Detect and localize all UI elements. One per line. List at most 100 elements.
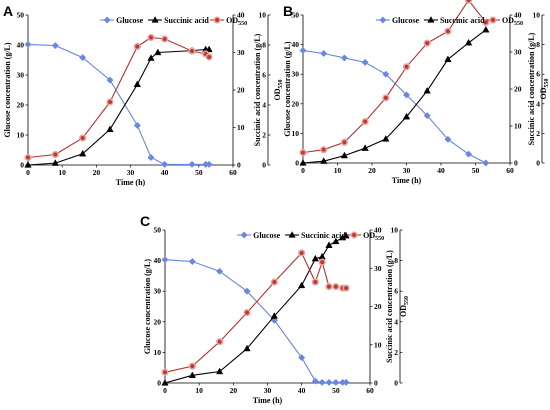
data-point-glucose <box>298 354 306 362</box>
y-right2-tick-label: 2 <box>536 129 540 138</box>
data-point-od550 <box>318 258 326 266</box>
y-right2-tick-label: 6 <box>394 287 398 296</box>
legend-label: Succinic acid <box>164 16 209 25</box>
y-right2-tick-label: 0 <box>536 159 540 168</box>
y-left-tick-label: 0 <box>20 161 24 170</box>
y-left-tick-label: 20 <box>154 317 162 326</box>
data-point-od550 <box>382 94 390 102</box>
data-point-od550 <box>299 149 307 157</box>
series-succinic-acid <box>24 45 213 168</box>
y-left-axis-title: Glucose concentration (g/L) <box>283 41 292 136</box>
x-tick-label: 10 <box>334 166 342 175</box>
data-point-glucose <box>103 16 111 24</box>
y-right1-tick-label: 0 <box>237 161 241 170</box>
series-succinic-acid <box>299 25 490 166</box>
y-left-tick-label: 10 <box>292 129 300 138</box>
y-left-axis-title: Glucose concentration (g/L) <box>143 259 152 354</box>
data-point-succinic-acid <box>340 151 349 159</box>
data-point-succinic-acid <box>79 149 87 157</box>
data-point-succinic-acid <box>299 159 307 166</box>
y-right1-axis-title: Succinic acid concentration (g/L) <box>385 250 394 363</box>
y-right2-tick-label: 6 <box>536 70 540 79</box>
data-point-od550 <box>340 138 349 146</box>
data-point-od550 <box>311 278 319 286</box>
y-left-tick-label: 0 <box>295 159 299 168</box>
series-od550 <box>161 249 350 376</box>
y-left-tick-label: 20 <box>17 101 25 110</box>
x-tick-label: 60 <box>506 166 514 175</box>
legend-label: OD550 <box>226 16 247 27</box>
series-od550 <box>299 0 490 157</box>
data-point-glucose <box>299 46 307 55</box>
y-right2-axis-title: OD550 <box>539 79 550 100</box>
y-left-tick-label: 50 <box>17 11 25 20</box>
data-point-succinic-acid <box>24 161 32 168</box>
data-point-succinic-acid <box>270 312 278 319</box>
data-point-od550 <box>423 39 431 47</box>
y-right2-tick-label: 4 <box>394 317 398 326</box>
legend: Glucose Succinic acid OD550 <box>100 16 247 27</box>
data-point-succinic-acid <box>311 254 319 262</box>
data-point-succinic-acid <box>151 16 159 23</box>
data-point-succinic-acid <box>423 86 431 94</box>
y-right1-tick-label: 40 <box>237 11 245 20</box>
y-right2-tick-label: 0 <box>394 379 398 388</box>
y-right1-tick-label: 30 <box>237 48 245 57</box>
x-axis-title: Time (h) <box>392 176 422 185</box>
legend: Glucose Succinic acid OD550 <box>237 231 384 242</box>
y-right1-tick-label: 40 <box>514 11 522 20</box>
chart-panel-b: B0 10 20 30 40 50 6001020304050010203040024681… <box>283 0 550 185</box>
y-right2-tick-label: 4 <box>536 99 540 108</box>
data-point-od550 <box>213 16 221 24</box>
chart-panel-a: A0 10 20 30 40 50 6001020304050010203040024681… <box>3 3 284 187</box>
data-point-od550 <box>188 47 196 55</box>
y-right1-tick-label: 10 <box>237 123 245 132</box>
data-point-succinic-acid <box>154 48 162 56</box>
data-point-od550 <box>106 98 114 106</box>
data-point-od550 <box>51 150 59 159</box>
x-tick-label: 0 <box>26 168 30 177</box>
x-tick-label: 20 <box>93 168 101 177</box>
series-line <box>302 0 487 154</box>
series-line <box>302 49 487 164</box>
x-tick-label: 30 <box>403 166 411 175</box>
x-axis-title: Time (h) <box>253 396 283 405</box>
y-left-tick-label: 30 <box>154 287 162 296</box>
y-right1-tick-label: 10 <box>514 122 522 131</box>
data-point-od550 <box>350 231 358 239</box>
data-point-od550 <box>361 117 369 126</box>
series-glucose <box>24 40 213 168</box>
data-point-glucose <box>318 378 326 386</box>
x-tick-label: 60 <box>229 168 237 177</box>
data-point-succinic-acid <box>320 157 328 164</box>
x-tick-label: 40 <box>298 386 306 395</box>
x-axis-title: Time (h) <box>116 178 146 187</box>
y-right1-tick-label: 10 <box>374 340 382 349</box>
data-point-succinic-acid <box>288 231 296 238</box>
data-point-od550 <box>147 33 155 42</box>
data-point-glucose <box>320 49 328 58</box>
data-point-succinic-acid <box>318 252 326 260</box>
data-point-od550 <box>133 42 141 51</box>
y-right2-tick-label: 6 <box>262 71 266 80</box>
y-right1-tick-label: 20 <box>374 302 382 311</box>
data-point-succinic-acid <box>51 159 59 166</box>
y-right2-axis-title: OD550 <box>273 80 284 101</box>
data-point-glucose <box>482 159 490 167</box>
data-point-succinic-acid <box>298 281 306 289</box>
data-point-od550 <box>188 362 196 370</box>
series-glucose <box>161 256 350 386</box>
data-point-glucose <box>325 378 333 386</box>
chart-panel-c: C0 10 20 30 40 50 6001020304050010203040024681… <box>140 213 410 405</box>
x-tick-label: 30 <box>127 168 135 177</box>
y-right2-tick-label: 10 <box>533 11 541 20</box>
data-point-glucose <box>79 54 87 62</box>
data-point-succinic-acid <box>361 144 369 151</box>
data-point-succinic-acid <box>332 237 340 245</box>
y-right1-axis-title: Succinic acid concentration (g/L) <box>253 33 262 146</box>
data-point-od550 <box>342 284 350 292</box>
data-point-od550 <box>298 249 306 257</box>
data-point-glucose <box>161 256 169 264</box>
y-right2-tick-label: 8 <box>394 256 398 265</box>
data-point-glucose <box>240 231 248 239</box>
